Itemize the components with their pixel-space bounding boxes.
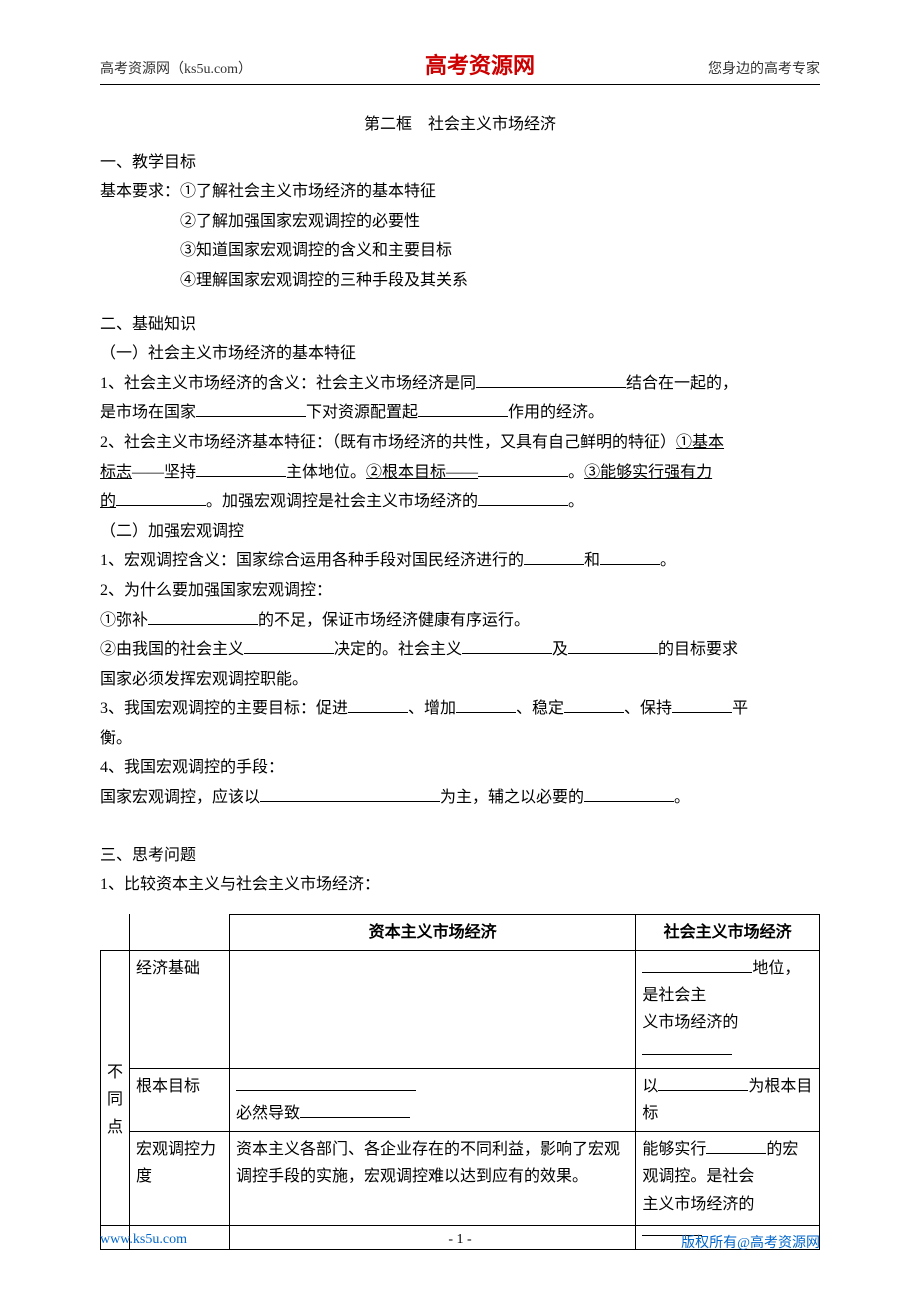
blank <box>236 1073 416 1091</box>
blank <box>568 637 658 655</box>
header-left: 高考资源网（ks5u.com） <box>100 58 252 78</box>
para-2: 2、社会主义市场经济基本特征：（既有市场经济的共性，又具有自己鲜明的特征）①基本 <box>100 428 820 458</box>
blank <box>196 459 286 477</box>
blank <box>564 696 624 714</box>
req-item-2: ②了解加强国家宏观调控的必要性 <box>100 207 820 237</box>
blank <box>672 696 732 714</box>
blank <box>196 400 306 418</box>
section-1-heading: 一、教学目标 <box>100 148 820 178</box>
req-intro: 基本要求：①了解社会主义市场经济的基本特征 <box>100 177 820 207</box>
blank <box>348 696 408 714</box>
header-center-logo: 高考资源网 <box>425 48 535 80</box>
page-footer: www.ks5u.com - 1 - 版权所有@高考资源网 <box>100 1225 820 1252</box>
footer-url: www.ks5u.com <box>100 1232 187 1252</box>
blank <box>478 459 568 477</box>
para-6a: 国家宏观调控，应该以为主，辅之以必要的。 <box>100 783 820 813</box>
blank <box>524 548 584 566</box>
para-2b: 标志——坚持主体地位。②根本目标——。③能够实行强有力 <box>100 458 820 488</box>
para-5b: 衡。 <box>100 724 820 754</box>
page-header: 高考资源网（ks5u.com） 高考资源网 您身边的高考专家 <box>100 48 820 85</box>
corner-cell-2 <box>130 914 230 950</box>
row-label-1: 经济基础 <box>130 951 230 1069</box>
blank <box>244 637 334 655</box>
para-6-heading: 4、我国宏观调控的手段： <box>100 753 820 783</box>
blank <box>300 1100 410 1118</box>
vertical-label: 不同点 <box>101 951 130 1250</box>
header-right: 您身边的高考专家 <box>708 58 820 78</box>
para-3: 1、宏观调控含义：国家综合运用各种手段对国民经济进行的和。 <box>100 546 820 576</box>
col-header-socialist: 社会主义市场经济 <box>636 914 820 950</box>
sub-heading-2: （二）加强宏观调控 <box>100 517 820 547</box>
footer-copyright: 版权所有@高考资源网 <box>681 1232 820 1252</box>
blank <box>476 370 626 388</box>
para-2c: 的。加强宏观调控是社会主义市场经济的。 <box>100 487 820 517</box>
blank <box>260 784 440 802</box>
blank <box>642 955 752 973</box>
cell-r2c1: 必然导致 <box>230 1068 636 1131</box>
blank <box>658 1073 748 1091</box>
blank <box>418 400 508 418</box>
blank <box>462 637 552 655</box>
req-item-3: ③知道国家宏观调控的含义和主要目标 <box>100 236 820 266</box>
section-2-heading: 二、基础知识 <box>100 310 820 340</box>
section-3-heading: 三、思考问题 <box>100 841 820 871</box>
para-4-heading: 2、为什么要加强国家宏观调控： <box>100 576 820 606</box>
para-1: 1、社会主义市场经济的含义：社会主义市场经济是同结合在一起的， <box>100 369 820 399</box>
cell-r1c1 <box>230 951 636 1069</box>
sub-heading-1: （一）社会主义市场经济的基本特征 <box>100 339 820 369</box>
blank <box>642 1037 732 1055</box>
corner-cell <box>101 914 130 950</box>
doc-title: 第二框 社会主义市场经济 <box>100 110 820 140</box>
document-body: 第二框 社会主义市场经济 一、教学目标 基本要求：①了解社会主义市场经济的基本特… <box>100 110 820 1250</box>
cell-r2c2: 以为根本目标 <box>636 1068 820 1131</box>
blank <box>600 548 660 566</box>
blank <box>148 607 258 625</box>
col-header-capitalist: 资本主义市场经济 <box>230 914 636 950</box>
cell-r1c2: 地位，是社会主 义市场经济的 <box>636 951 820 1069</box>
question-1: 1、比较资本主义与社会主义市场经济： <box>100 870 820 900</box>
para-1b: 是市场在国家下对资源配置起作用的经济。 <box>100 398 820 428</box>
row-label-2: 根本目标 <box>130 1068 230 1131</box>
blank <box>478 489 568 507</box>
para-4a: ①弥补的不足，保证市场经济健康有序运行。 <box>100 606 820 636</box>
blank <box>116 489 206 507</box>
blank <box>456 696 516 714</box>
req-item-4: ④理解国家宏观调控的三种手段及其关系 <box>100 266 820 296</box>
para-4b: ②由我国的社会主义决定的。社会主义及的目标要求 <box>100 635 820 665</box>
blank <box>584 784 674 802</box>
blank <box>706 1137 766 1155</box>
page-number: - 1 - <box>448 1232 471 1248</box>
para-4c: 国家必须发挥宏观调控职能。 <box>100 665 820 695</box>
para-5: 3、我国宏观调控的主要目标：促进、增加、稳定、保持平 <box>100 694 820 724</box>
comparison-table: 资本主义市场经济 社会主义市场经济 不同点 经济基础 地位，是社会主 义市场经济… <box>100 914 820 1250</box>
